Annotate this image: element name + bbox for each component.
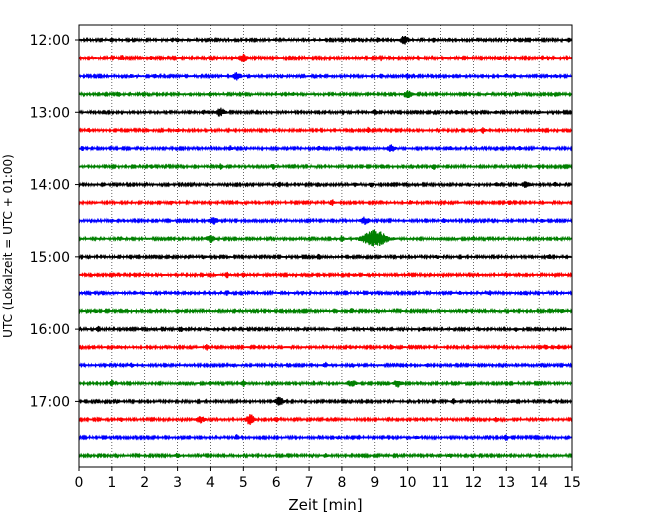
x-tick-label: 5: [239, 475, 248, 491]
trace-line-1230: [78, 72, 573, 81]
x-tick-label: 6: [272, 475, 281, 491]
x-tick-label: 12: [464, 475, 482, 491]
trace-line-1515: [78, 271, 573, 279]
trace-line-1200: [78, 35, 573, 45]
y-axis-title: UTC (Lokalzeit = UTC + 01:00): [1, 154, 15, 338]
trace-line-1315: [78, 126, 573, 134]
x-tick-label: 4: [206, 475, 215, 491]
trace-line-1645: [78, 379, 573, 388]
trace-line-1245: [78, 90, 573, 99]
x-tick-label: 0: [75, 475, 84, 491]
trace-line-1215: [78, 53, 573, 62]
plot-frame: [78, 24, 573, 468]
trace-line-1715: [78, 414, 573, 426]
x-tick-label: 2: [140, 475, 149, 491]
x-tick-label: 10: [399, 475, 417, 491]
trace-line-1630: [78, 361, 573, 369]
x-tick-label: 7: [305, 475, 314, 491]
y-tick-label: 17:00: [30, 394, 70, 410]
x-tick-label: 15: [563, 475, 581, 491]
trace-line-1415: [78, 199, 573, 206]
trace-line-1330: [78, 144, 573, 152]
trace-line-1430: [78, 216, 573, 225]
x-tick-label: 3: [173, 475, 182, 491]
x-axis-title: Zeit [min]: [288, 496, 362, 514]
trace-line-1600: [78, 325, 573, 333]
trace-line-1700: [78, 396, 573, 406]
x-tick-label: 13: [497, 475, 515, 491]
y-tick-label: 15:00: [30, 250, 70, 266]
x-tick-label: 8: [337, 475, 346, 491]
y-tick-label: 14:00: [30, 178, 70, 194]
y-axis-ticks: 12:00 13:00 14:00 15:00 16:00 17:00: [30, 33, 79, 410]
x-axis-ticks: 0 1 2 3 4 5 6 7 8 9 10 11 12 13 14 15: [75, 467, 581, 491]
trace-line-1730: [78, 434, 573, 441]
x-tick-label: 11: [432, 475, 450, 491]
trace-line-1400: [78, 181, 573, 188]
trace-line-1300: [78, 107, 573, 117]
trace-line-1500: [78, 253, 573, 261]
trace-line-1445: [78, 229, 573, 247]
x-tick-label: 14: [530, 475, 548, 491]
x-tick-label: 9: [370, 475, 379, 491]
x-tick-label: 1: [107, 475, 116, 491]
trace-line-1615: [78, 343, 573, 351]
y-tick-label: 13:00: [30, 105, 70, 121]
trace-line-1530: [78, 289, 573, 297]
trace-layer: [78, 35, 573, 459]
trace-line-1545: [78, 307, 573, 315]
trace-line-1745: [78, 452, 573, 459]
trace-line-1345: [78, 163, 573, 170]
y-tick-label: 16:00: [30, 322, 70, 338]
y-tick-label: 12:00: [30, 33, 70, 49]
